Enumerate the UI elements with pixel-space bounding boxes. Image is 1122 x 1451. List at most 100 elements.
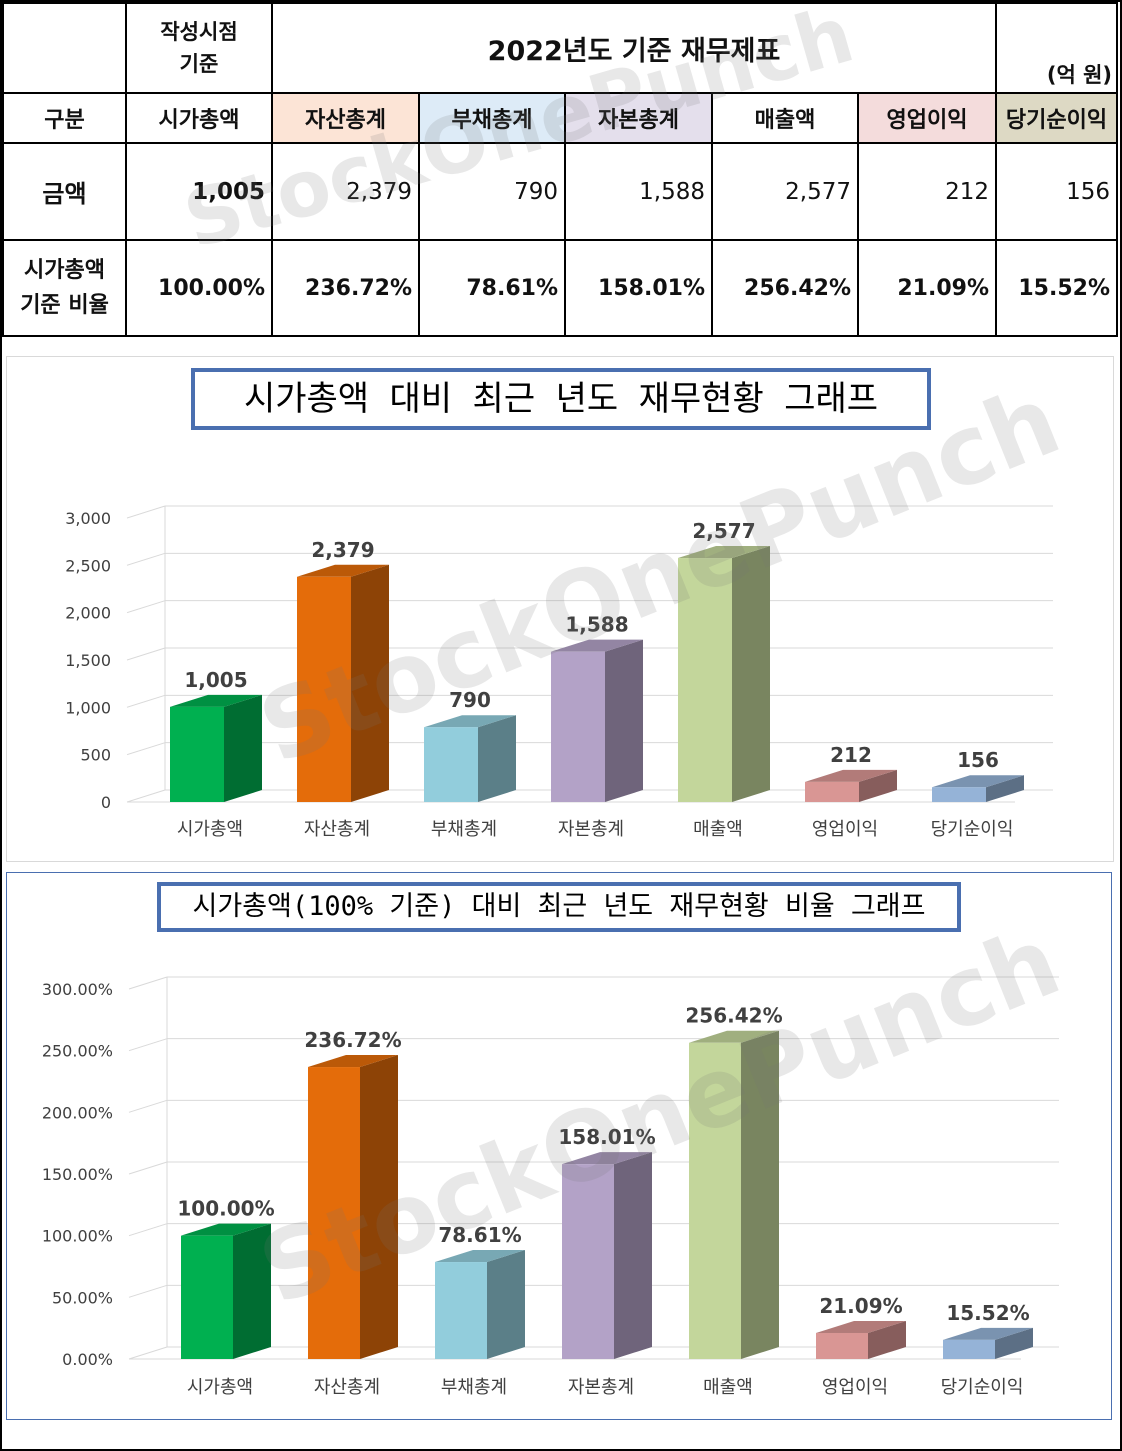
amount-row: 금액 1,005 2,379 790 1,588 2,577 212 156 bbox=[2, 142, 1118, 241]
y-tick-label: 0.00% bbox=[62, 1350, 113, 1369]
data-label: 2,379 bbox=[311, 538, 374, 562]
ratio-chart-title: 시가총액(100% 기준) 대비 최근 년도 재무현황 비율 그래프 bbox=[157, 882, 961, 932]
col-header: 매출액 bbox=[711, 92, 859, 144]
col-header: 자산총계 bbox=[271, 92, 420, 144]
y-tick-label: 1,500 bbox=[65, 651, 111, 670]
bar-side bbox=[224, 694, 262, 802]
bar-top bbox=[562, 1152, 652, 1165]
data-label: 78.61% bbox=[438, 1223, 521, 1247]
bar bbox=[551, 651, 605, 802]
data-label: 1,588 bbox=[565, 613, 628, 637]
gridline-depth bbox=[126, 694, 166, 708]
bar bbox=[932, 787, 986, 802]
bar bbox=[424, 727, 478, 802]
bar-top bbox=[678, 546, 770, 559]
amount-cell: 790 bbox=[418, 142, 566, 241]
x-tick-label: 자산총계 bbox=[314, 1377, 380, 1398]
corner-cell bbox=[2, 2, 127, 94]
x-tick-label: 부채총계 bbox=[431, 819, 497, 840]
y-tick-label: 50.00% bbox=[52, 1288, 113, 1307]
table-title: 2022년도 기준 재무제표 bbox=[271, 2, 997, 94]
data-label: 1,005 bbox=[184, 668, 247, 692]
ratio-cell: 236.72% bbox=[271, 239, 420, 337]
x-tick-label: 당기순이익 bbox=[941, 1377, 1024, 1398]
ratio-label: 시가총액 기준 비율 bbox=[2, 239, 127, 337]
bar bbox=[805, 781, 859, 802]
gridline-depth bbox=[128, 1346, 168, 1360]
bar-top bbox=[170, 694, 262, 707]
bar bbox=[181, 1235, 233, 1359]
gridline-depth bbox=[128, 976, 168, 990]
ratio-cell: 256.42% bbox=[711, 239, 859, 337]
row-header-label: 구분 bbox=[2, 92, 127, 144]
bar-top bbox=[181, 1223, 271, 1236]
data-label: 256.42% bbox=[685, 1004, 782, 1028]
bar bbox=[297, 576, 351, 802]
y-tick-label: 200.00% bbox=[42, 1103, 113, 1122]
bar bbox=[816, 1332, 868, 1359]
written-basis-cell: 작성시점 기준 bbox=[125, 2, 273, 94]
amount-label: 금액 bbox=[2, 142, 127, 241]
bar-side bbox=[233, 1223, 271, 1359]
ratio-cell: 21.09% bbox=[857, 239, 997, 337]
ratio-cell: 78.61% bbox=[418, 239, 566, 337]
ratio-row: 시가총액 기준 비율 100.00% 236.72% 78.61% 158.01… bbox=[2, 239, 1118, 337]
amount-chart: 0 500 1,000 1,500 2,000 2,500 3,000 1,005 시가총액 2,… bbox=[65, 505, 1053, 840]
gridline-depth bbox=[126, 505, 166, 519]
x-tick-label: 자산총계 bbox=[304, 819, 370, 840]
bar-top bbox=[297, 564, 389, 577]
gridline-depth bbox=[128, 1284, 168, 1298]
bar-top bbox=[943, 1327, 1033, 1340]
data-label: 21.09% bbox=[819, 1294, 902, 1318]
bar-side bbox=[487, 1250, 525, 1359]
col-header: 영업이익 bbox=[857, 92, 997, 144]
gridline-depth bbox=[126, 789, 166, 803]
col-header: 당기순이익 bbox=[995, 92, 1118, 144]
bar bbox=[943, 1339, 995, 1359]
gridline-depth bbox=[128, 1038, 168, 1052]
ratio-cell: 158.01% bbox=[564, 239, 713, 337]
x-tick-label: 당기순이익 bbox=[931, 819, 1014, 840]
y-tick-label: 1,000 bbox=[65, 698, 111, 717]
x-tick-label: 자본총계 bbox=[558, 819, 624, 840]
bar-side bbox=[995, 1327, 1033, 1359]
col-header: 자본총계 bbox=[564, 92, 713, 144]
bar-side bbox=[986, 775, 1024, 802]
x-tick-label: 매출액 bbox=[703, 1377, 753, 1398]
y-tick-label: 0 bbox=[101, 793, 111, 812]
ratio-cell: 100.00% bbox=[125, 239, 273, 337]
ratio-chart-panel: 0.00% 50.00% 100.00% 150.00% 200.00% 250.00% 3… bbox=[6, 872, 1112, 1420]
data-label: 2,577 bbox=[692, 519, 755, 543]
ratio-label-line-1: 시가총액 bbox=[24, 258, 105, 283]
written-basis-line-1: 작성시점 bbox=[160, 20, 238, 44]
bar-side bbox=[360, 1055, 398, 1359]
amount-cell: 156 bbox=[995, 142, 1118, 241]
financial-table: 작성시점 기준 2022년도 기준 재무제표 (억 원) 구분 시가총액 자산총… bbox=[2, 2, 1118, 337]
amount-cell: 1,005 bbox=[125, 142, 273, 241]
bar bbox=[435, 1262, 487, 1359]
bar bbox=[678, 558, 732, 802]
bar bbox=[562, 1164, 614, 1359]
ratio-label-line-2: 기준 비율 bbox=[20, 293, 109, 318]
table-title-row: 작성시점 기준 2022년도 기준 재무제표 (억 원) bbox=[2, 2, 1118, 94]
bar-side bbox=[859, 769, 897, 802]
bar bbox=[689, 1042, 741, 1359]
bar-top bbox=[805, 769, 897, 782]
bar-top bbox=[689, 1030, 779, 1043]
y-tick-label: 3,000 bbox=[65, 509, 111, 528]
data-label: 100.00% bbox=[177, 1197, 274, 1221]
ratio-chart: 0.00% 50.00% 100.00% 150.00% 200.00% 250.00% 3… bbox=[42, 976, 1059, 1398]
col-header: 시가총액 bbox=[125, 92, 273, 144]
y-tick-label: 300.00% bbox=[42, 980, 113, 999]
amount-chart-title: 시가총액 대비 최근 년도 재무현황 그래프 bbox=[191, 368, 931, 430]
bar-top bbox=[551, 639, 643, 652]
data-label: 15.52% bbox=[946, 1301, 1029, 1325]
bar-side bbox=[732, 546, 770, 802]
y-tick-label: 100.00% bbox=[42, 1227, 113, 1246]
y-tick-label: 2,000 bbox=[65, 604, 111, 623]
bar-top bbox=[435, 1250, 525, 1263]
bar-side bbox=[351, 564, 389, 802]
gridline-depth bbox=[128, 1161, 168, 1175]
amount-chart-panel: 0 500 1,000 1,500 2,000 2,500 3,000 1,005 시가총액 2,… bbox=[6, 356, 1114, 862]
